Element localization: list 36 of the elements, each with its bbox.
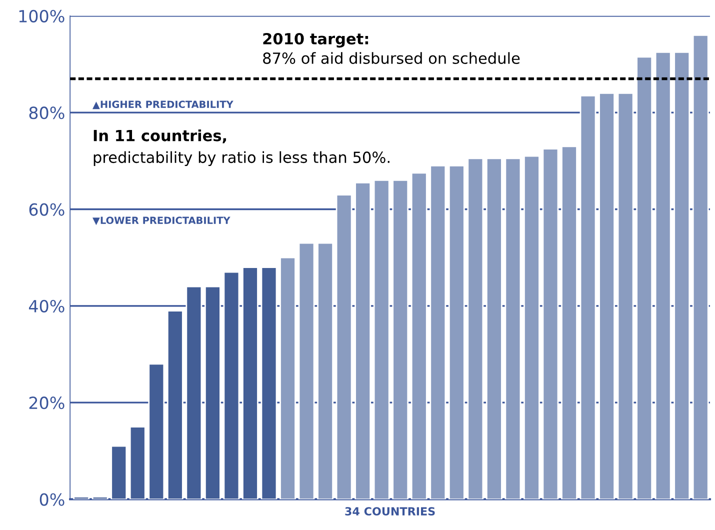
y-tick-label: 0% — [40, 493, 64, 506]
annotation: 2010 target: — [263, 32, 368, 48]
annotation: predictability by ratio is less than 50%. — [94, 151, 390, 166]
annotation: 87% of aid disbursed on schedule — [263, 52, 520, 64]
x-axis-title: 34 COUNTRIES — [345, 507, 435, 516]
annotation: ▼LOWER PREDICTABILITY — [92, 216, 230, 226]
bar — [617, 92, 634, 500]
y-tick-label: 60% — [29, 203, 64, 216]
bar — [448, 165, 465, 500]
bar — [430, 165, 446, 500]
bar — [280, 256, 296, 500]
bar — [561, 146, 578, 500]
bar — [373, 180, 390, 500]
bar — [298, 242, 315, 500]
bar — [336, 194, 352, 500]
y-tick-label: 100% — [19, 10, 64, 22]
bar — [692, 34, 709, 500]
bar — [486, 158, 502, 500]
bar — [354, 182, 372, 500]
bar — [598, 92, 615, 500]
annotation: In 11 countries, — [94, 129, 226, 144]
bar — [580, 94, 596, 500]
bar — [524, 155, 540, 500]
bar — [636, 56, 653, 500]
bar — [467, 158, 484, 500]
bar — [504, 158, 522, 500]
bar — [392, 180, 409, 500]
bar — [674, 51, 690, 500]
bar — [654, 51, 672, 500]
y-tick-label: 20% — [29, 396, 64, 410]
bar — [317, 242, 334, 500]
y-tick-label: 40% — [28, 300, 64, 312]
y-tick-label: 80% — [29, 106, 64, 120]
bar — [542, 148, 559, 500]
bar — [410, 172, 428, 500]
annotation: ▲HIGHER PREDICTABILITY — [92, 100, 234, 110]
